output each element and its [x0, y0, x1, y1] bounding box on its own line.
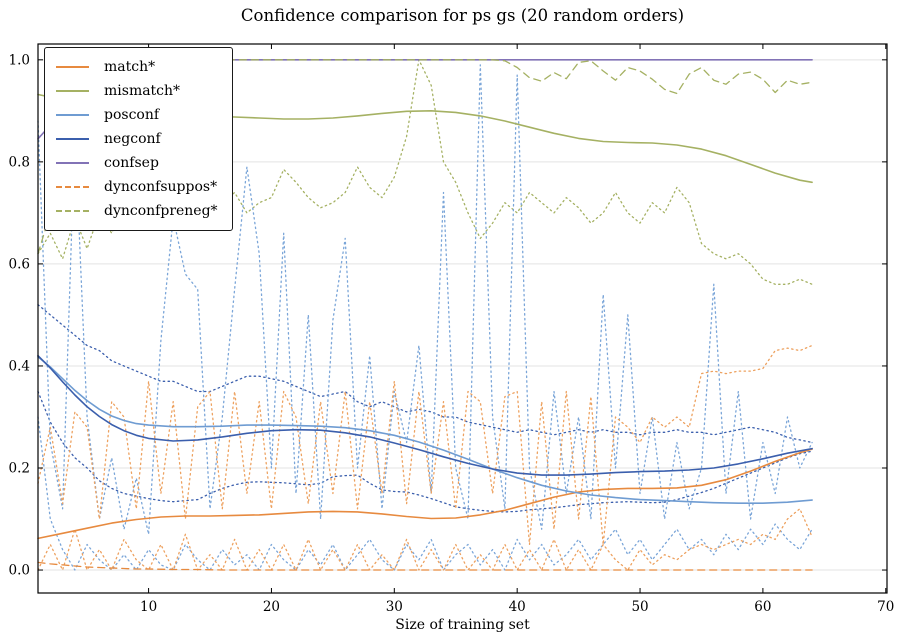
series-posconf-max: [37, 64, 813, 535]
legend-item-mismatch: mismatch*: [56, 79, 218, 103]
legend-line-confsep: [56, 162, 89, 164]
legend-line-mismatch: [56, 90, 89, 92]
series-negconf: [37, 354, 813, 476]
legend-label-posconf: posconf: [104, 107, 160, 123]
y-tick-label: 0.2: [9, 460, 30, 476]
y-tick-label: 0.6: [9, 256, 30, 272]
series-dynconfsuppos: [37, 561, 813, 571]
series-dynconfpreneg: [37, 59, 813, 255]
legend-item-match: match*: [56, 55, 218, 79]
legend-label-negconf: negconf: [104, 131, 161, 147]
legend-label-dynconfsuppos: dynconfsuppos*: [104, 179, 218, 195]
x-tick-label: 60: [754, 599, 771, 615]
y-tick-label: 0.4: [9, 358, 30, 374]
legend-line-match: [56, 66, 89, 68]
legend-item-confsep: confsep: [56, 151, 218, 175]
legend-label-mismatch: mismatch*: [104, 83, 181, 99]
legend-label-match: match*: [104, 59, 156, 75]
legend-label-confsep: confsep: [104, 155, 159, 171]
x-tick-label: 20: [263, 599, 280, 615]
x-tick-label: 10: [140, 599, 157, 615]
x-tick-label: 30: [386, 599, 403, 615]
legend-line-dynconfsuppos: [56, 186, 89, 188]
legend-label-dynconfpreneg: dynconfpreneg*: [104, 203, 218, 219]
x-tick-label: 40: [509, 599, 526, 615]
plot-frame: [37, 43, 888, 594]
series-posconf-min: [37, 416, 813, 571]
series-posconf: [37, 356, 813, 504]
legend: match* mismatch* posconf negconf confsep dync…: [44, 47, 233, 231]
legend-line-negconf: [56, 138, 89, 140]
x-tick-label: 50: [631, 599, 648, 615]
y-tick-label: 0.8: [9, 154, 30, 170]
series-match-max: [37, 344, 813, 546]
y-tick-label: 0.0: [9, 563, 30, 579]
legend-item-dynconfpreneg: dynconfpreneg*: [56, 199, 218, 223]
series-negconf-max: [37, 304, 813, 444]
series-negconf-min: [37, 390, 813, 513]
legend-item-negconf: negconf: [56, 127, 218, 151]
y-tick-label: 1.0: [9, 52, 30, 68]
legend-item-dynconfsuppos: dynconfsuppos*: [56, 175, 218, 199]
legend-line-dynconfpreneg: [56, 210, 89, 212]
chart-title: Confidence comparison for ps gs (20 rand…: [240, 6, 685, 25]
x-axis-label: Size of training set: [395, 617, 530, 633]
legend-item-posconf: posconf: [56, 103, 218, 127]
x-tick-label: 70: [877, 599, 894, 615]
legend-line-posconf: [56, 114, 89, 116]
series-match: [37, 448, 813, 540]
